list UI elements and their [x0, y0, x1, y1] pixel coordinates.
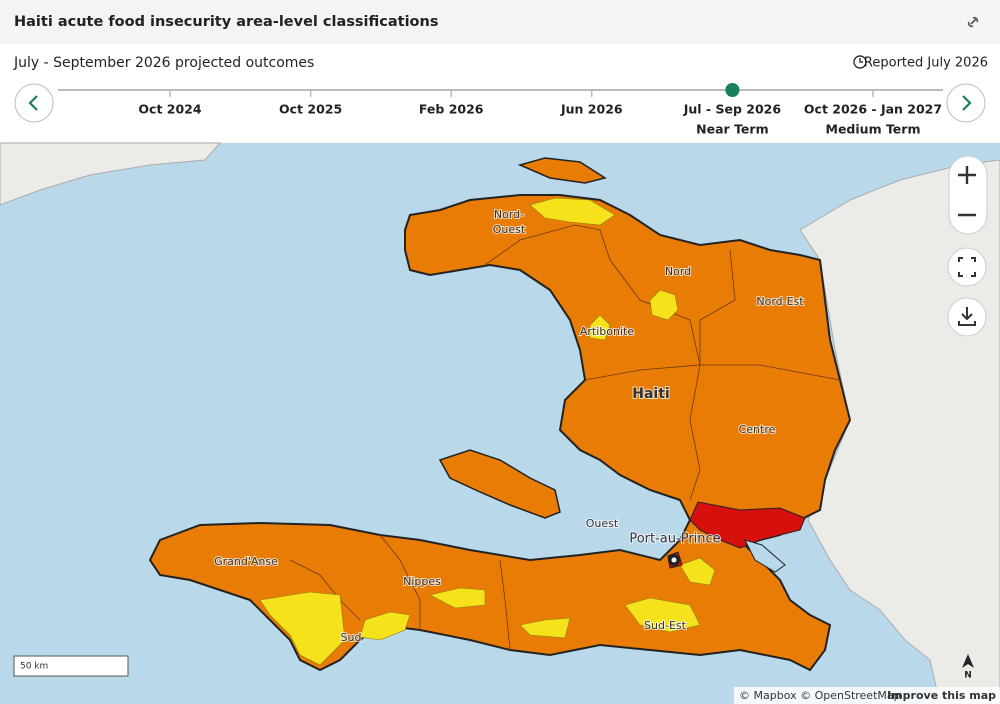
timeline-item[interactable]: Feb 2026	[419, 90, 484, 117]
timeline-panel	[0, 44, 1000, 143]
region-label: Nippes	[403, 575, 441, 588]
download-button[interactable]	[947, 297, 987, 337]
reported: Reported July 2026	[853, 55, 988, 71]
north-arrow: N	[962, 654, 974, 681]
land-cuba	[0, 142, 222, 206]
period: July - September 2026 projected outcomes	[13, 55, 314, 71]
timeline-label: Jun 2026	[560, 102, 623, 117]
timeline-label: Oct 2025	[279, 102, 342, 117]
region-label: Artibonite	[580, 325, 634, 338]
country-label: Haiti	[632, 386, 669, 402]
region-label: Ouest	[586, 517, 619, 530]
header-bar	[0, 0, 1000, 44]
scale-text: 50 km	[20, 662, 48, 672]
timeline: Oct 2024 Oct 2025 Feb 2026 Jun 2026 Jul - Se…	[138, 83, 942, 137]
reported-text: Reported July 2026	[864, 56, 988, 71]
region-label: Centre	[739, 423, 776, 436]
attribution-bar	[734, 687, 1000, 704]
map: Nord- Ouest Nord Nord-Est Artibonite Hai…	[0, 142, 1000, 704]
zoom-controls	[948, 155, 988, 235]
phase-2-areas	[259, 197, 716, 666]
fullscreen-button[interactable]	[947, 247, 987, 287]
timeline-label: Oct 2024	[138, 102, 201, 117]
north-text: N	[964, 671, 972, 681]
lake	[744, 539, 786, 573]
timeline-selected-dot	[725, 83, 740, 97]
phase-4-areas	[667, 501, 806, 569]
timeline-label: Jul - Sep 2026	[683, 102, 782, 117]
prev-button[interactable]	[14, 83, 54, 123]
region-label: Nord-Est	[756, 295, 804, 308]
region-label: Grand'Anse	[214, 555, 278, 568]
attribution[interactable]: © Mapbox © OpenStreetMap	[739, 689, 901, 702]
timeline-label: Oct 2026 - Jan 2027	[804, 102, 942, 117]
region-label: Sud-Est	[644, 619, 687, 632]
region-label: Sud	[341, 631, 362, 644]
timeline-label: Feb 2026	[419, 102, 484, 117]
timeline-item[interactable]: Jul - Sep 2026 Near Term	[683, 83, 782, 137]
region-label: Ouest	[493, 223, 526, 236]
zoom-in[interactable]	[958, 166, 976, 184]
capital-marker	[668, 554, 680, 566]
link-button[interactable]	[961, 8, 989, 36]
timeline-sublabel: Medium Term	[826, 122, 921, 137]
timeline-item[interactable]: Oct 2026 - Jan 2027 Medium Term	[804, 90, 942, 137]
region-label: Nord	[665, 265, 691, 278]
timeline-item[interactable]: Jun 2026	[560, 90, 623, 117]
island-gonave	[438, 449, 561, 519]
improve-map[interactable]: Improve this map	[887, 689, 996, 702]
island-tortuga	[517, 157, 607, 184]
region-label: Nord-	[494, 208, 524, 221]
scale-bar: 50 km	[13, 655, 129, 677]
timeline-item[interactable]: Oct 2025	[279, 90, 342, 117]
admin-borders	[289, 224, 841, 651]
timeline-sublabel: Near Term	[696, 122, 768, 137]
next-button[interactable]	[946, 83, 986, 123]
city-label: Port-au-Prince	[629, 532, 720, 547]
timeline-item[interactable]: Oct 2024	[138, 90, 202, 117]
title: Haiti acute food insecurity area-level c…	[14, 14, 438, 30]
